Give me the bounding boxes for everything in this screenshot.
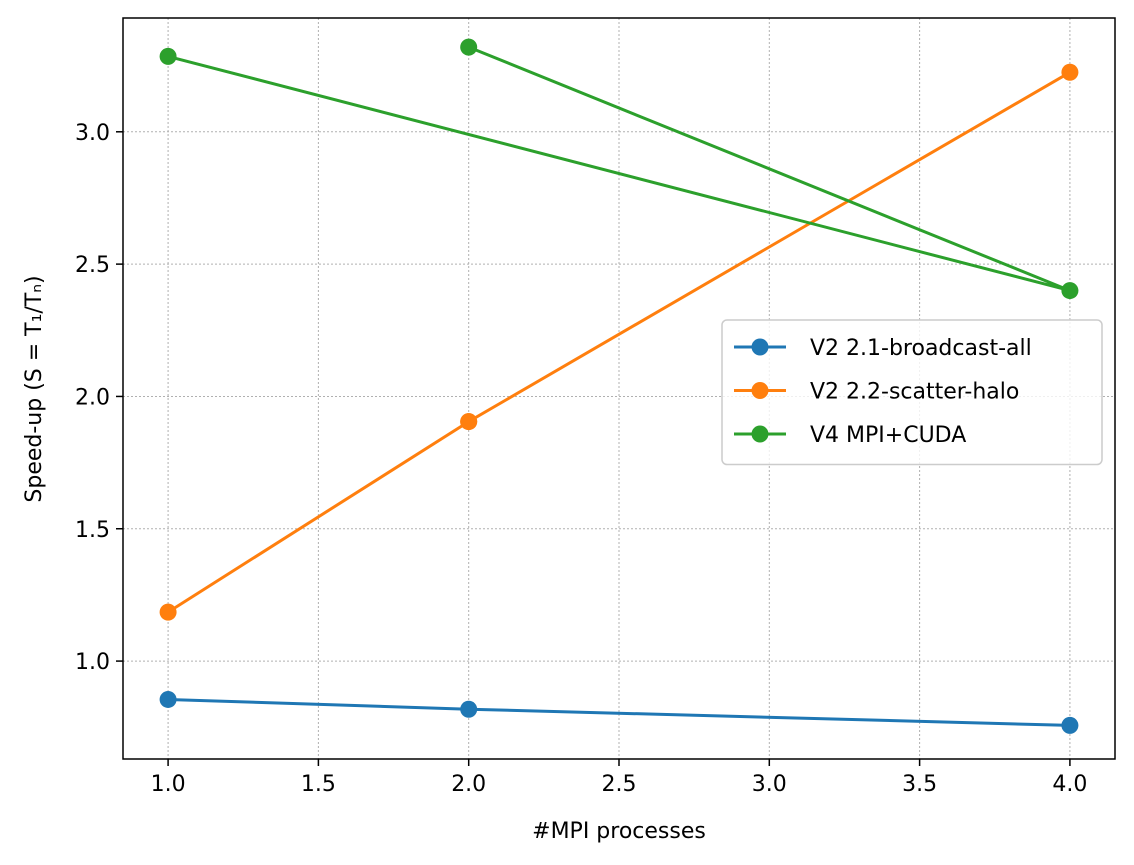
data-point (159, 603, 177, 621)
legend-entry: V2 2.2-scatter-halo (734, 380, 1019, 405)
legend-entry: V2 2.1-broadcast-all (734, 336, 1032, 361)
legend-marker (751, 338, 769, 356)
x-tick-label: 1.5 (301, 772, 336, 797)
y-axis-label: Speed-up (S = T₁/Tₙ) (22, 275, 47, 502)
data-point (1061, 63, 1079, 81)
x-axis-ticks: 1.0 1.5 2.0 2.5 3.0 3.5 4.0 (151, 759, 1087, 797)
y-tick-label: 2.5 (75, 253, 110, 278)
data-point (460, 38, 478, 56)
x-tick-label: 4.0 (1052, 772, 1087, 797)
y-axis-ticks: 1.0 1.5 2.0 2.5 3.0 (75, 121, 123, 675)
x-tick-label: 2.5 (602, 772, 637, 797)
legend: V2 2.1-broadcast-all V2 2.2-scatter-halo V… (721, 319, 1103, 466)
legend-box (721, 319, 1103, 466)
x-tick-label: 3.5 (902, 772, 937, 797)
y-tick-label: 2.0 (75, 385, 110, 410)
series-lines (159, 38, 1079, 734)
data-point (159, 47, 177, 65)
legend-label: V2 2.2-scatter-halo (810, 380, 1019, 405)
grid (123, 18, 1115, 759)
x-tick-label: 2.0 (451, 772, 486, 797)
legend-label: V4 MPI+CUDA (810, 423, 966, 448)
data-point (460, 700, 478, 718)
legend-entry: V4 MPI+CUDA (734, 423, 966, 448)
series-3 (159, 38, 1079, 300)
series-line (167, 70, 1072, 614)
legend-marker (751, 425, 769, 443)
data-point (159, 690, 177, 708)
x-tick-label: 3.0 (752, 772, 787, 797)
legend-label: V2 2.1-broadcast-all (810, 336, 1032, 361)
data-point (460, 413, 478, 431)
series-1 (159, 690, 1079, 734)
legend-marker (751, 382, 769, 399)
x-tick-label: 1.0 (151, 772, 186, 797)
data-point (1061, 282, 1079, 300)
x-axis-label: #MPI processes (532, 819, 706, 844)
y-tick-label: 3.0 (75, 121, 110, 146)
data-point (1061, 716, 1079, 734)
y-tick-label: 1.0 (75, 650, 110, 675)
series-2 (159, 63, 1079, 621)
y-tick-label: 1.5 (75, 518, 110, 543)
